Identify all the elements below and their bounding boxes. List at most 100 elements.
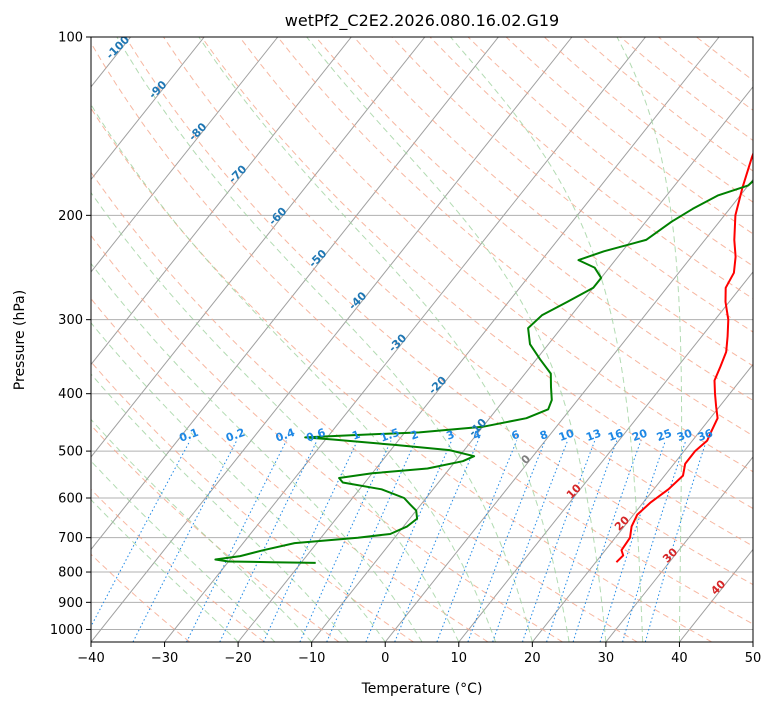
mixing-ratio-line — [522, 440, 596, 642]
dry-adiabat-line — [543, 37, 753, 203]
mixing-ratio-line — [436, 440, 518, 642]
temperature-profile — [615, 151, 753, 563]
y-tick-label: 1000 — [50, 623, 83, 638]
mixing-ratio-label: 16 — [606, 426, 625, 444]
dry-adiabat-line — [353, 37, 753, 367]
dry-adiabat-line — [124, 37, 753, 586]
moist-adiabat-line — [198, 37, 570, 642]
isotherm-line — [237, 37, 720, 642]
isotherm-line — [384, 178, 753, 642]
mixing-ratio-line — [91, 440, 191, 628]
mixing-ratio-label: 6 — [510, 428, 522, 443]
dry-adiabat-line — [91, 424, 340, 642]
dry-adiabat-line — [91, 42, 753, 625]
mixing-ratio-line — [599, 440, 666, 642]
isotherm-line — [531, 363, 753, 642]
mixing-ratio-label: 36 — [696, 426, 715, 444]
isotherm-line — [311, 86, 753, 642]
x-tick-label: 10 — [451, 651, 468, 666]
x-tick-label: 0 — [381, 651, 389, 666]
dry-adiabat-line — [91, 107, 713, 642]
moist-adiabat-line — [91, 262, 423, 642]
moist-adiabat-line — [616, 37, 683, 642]
mixing-ratio-line — [326, 440, 417, 642]
mixing-ratio-line — [219, 440, 318, 642]
mixing-ratio-label: 8 — [538, 428, 550, 443]
isotherm-label: 40 — [708, 577, 728, 597]
mixing-ratio-line — [492, 440, 569, 642]
moist-adiabat-line — [116, 37, 533, 642]
y-tick-label: 100 — [58, 31, 83, 46]
x-tick-label: −30 — [151, 651, 178, 666]
y-tick-label: 300 — [58, 313, 83, 328]
mixing-ratio-label: 0.6 — [304, 426, 327, 445]
x-tick-label: 20 — [524, 651, 541, 666]
x-tick-label: 30 — [598, 651, 615, 666]
moist-adiabat-line — [91, 103, 497, 642]
isotherm-label: 0 — [519, 452, 534, 467]
profiles-layer — [214, 151, 753, 564]
y-tick-label: 500 — [58, 445, 83, 460]
x-tick-label: −20 — [224, 651, 251, 666]
moist-adiabat-line — [91, 373, 349, 642]
isotherm-label: 20 — [612, 513, 632, 533]
mixing-ratio-label: 1 — [350, 428, 362, 443]
y-tick-label: 400 — [58, 387, 83, 402]
mixing-ratio-line — [299, 440, 392, 642]
mixing-ratio-label: 1.5 — [378, 426, 401, 445]
x-tick-label: 50 — [745, 651, 762, 666]
y-tick-label: 800 — [58, 566, 83, 581]
isotherm-line — [91, 37, 573, 642]
dry-adiabat-line — [91, 553, 191, 642]
moist-adiabat-line — [91, 498, 239, 642]
isotherm-line — [752, 641, 753, 642]
mixing-ratio-line — [644, 440, 707, 642]
moist-adiabat-line — [306, 37, 607, 642]
dry-adiabat-line — [277, 37, 753, 437]
mixing-ratio-line — [467, 440, 546, 642]
dry-adiabat-line — [163, 37, 753, 547]
moist-adiabat-line — [91, 322, 386, 642]
dewpoint-profile — [214, 179, 753, 564]
mixing-ratio-line — [365, 440, 453, 642]
moist-adiabat-line — [450, 37, 644, 642]
dry-adiabat-line — [91, 234, 563, 642]
y-tick-label: 700 — [58, 531, 83, 546]
mixing-ratio-label: 20 — [630, 426, 649, 444]
mixing-ratio-line — [132, 440, 238, 642]
isotherm-label: -80 — [186, 120, 209, 143]
y-axis: 100 200 300 400 500 600 700 800 900 1000 — [50, 31, 91, 638]
mixing-ratio-label: 2 — [409, 428, 421, 443]
isotherm-line — [458, 271, 753, 642]
x-axis: −40 −30 −20 −10 0 10 20 30 40 50 — [77, 642, 761, 666]
isotherm-label: -70 — [226, 162, 249, 185]
isotherm-label: -50 — [306, 247, 329, 270]
moist-adiabat-line — [91, 418, 313, 642]
isotherm-line — [91, 37, 426, 458]
isotherm-line — [91, 37, 205, 181]
x-axis-label: Temperature (°C) — [361, 681, 483, 697]
isotherm-label: 30 — [660, 545, 680, 565]
mixing-ratio-label: 30 — [675, 426, 694, 444]
isotherm-line — [164, 37, 646, 642]
chart-title: wetPf2_C2E2.2026.080.16.02.G19 — [285, 11, 559, 31]
dry-adiabat-line — [429, 37, 753, 300]
x-tick-label: −40 — [77, 651, 104, 666]
plot-frame — [90, 36, 754, 643]
mixing-ratio-label: 0.1 — [178, 426, 201, 445]
dry-adiabat-line — [91, 361, 414, 642]
dry-adiabat-line — [91, 171, 638, 642]
isotherm-line — [605, 456, 753, 642]
moist-adiabat-line — [91, 460, 276, 642]
isotherm-line — [0, 37, 57, 642]
mixing-ratio-label: 0.2 — [224, 426, 247, 445]
y-tick-label: 600 — [58, 492, 83, 507]
dry-adiabat-line — [239, 37, 753, 473]
moist-adiabat-line — [91, 191, 460, 642]
mixing-ratio-line — [572, 440, 642, 642]
dry-adiabat-line — [391, 37, 753, 333]
dry-adiabat-line — [315, 37, 753, 402]
mixing-ratio-line — [622, 440, 687, 642]
mixing-ratio-label: 13 — [584, 427, 603, 444]
